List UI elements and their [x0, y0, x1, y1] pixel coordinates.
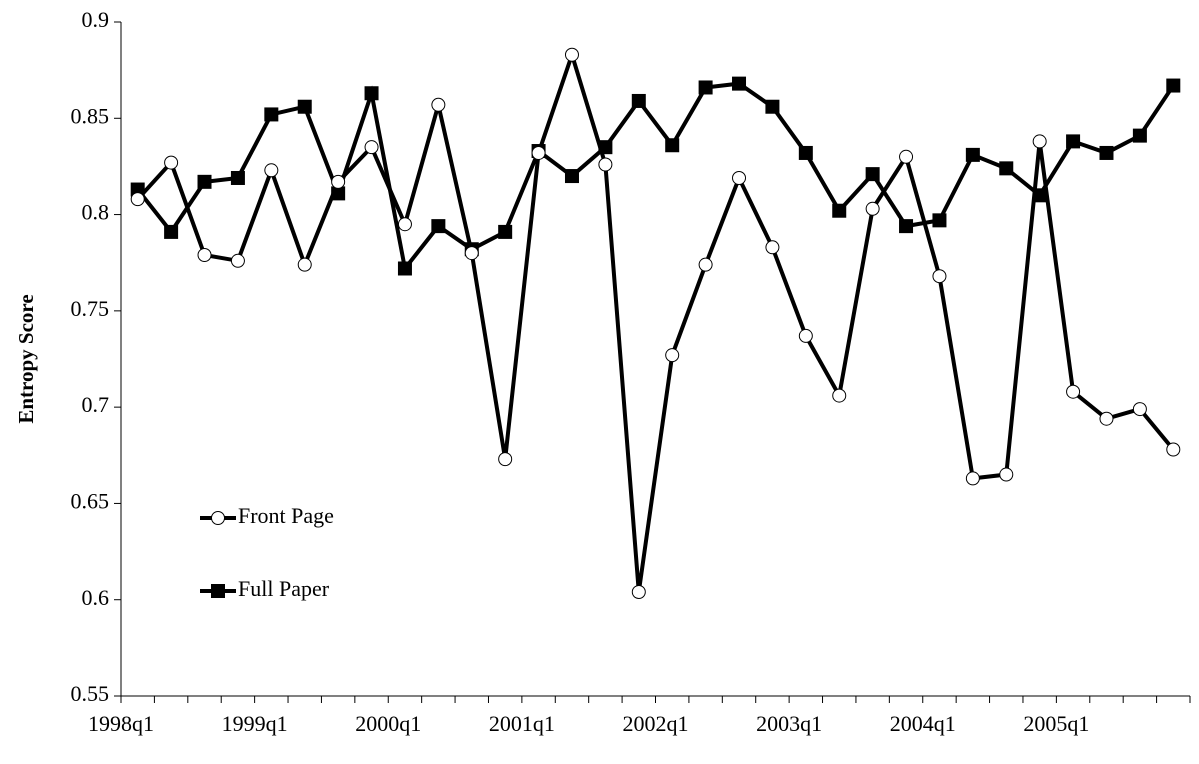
marker	[865, 167, 880, 182]
marker	[965, 147, 980, 162]
x-tick-label: 1999q1	[222, 711, 288, 736]
marker	[264, 163, 279, 178]
y-tick-label: 0.7	[82, 392, 110, 417]
marker	[732, 76, 747, 91]
y-tick-label: 0.8	[82, 200, 110, 225]
marker	[932, 213, 947, 228]
marker	[564, 47, 579, 62]
y-tick-label: 0.55	[71, 681, 110, 706]
marker	[899, 149, 914, 164]
legend-label: Full Paper	[238, 576, 330, 601]
series-line	[136, 81, 1175, 274]
marker	[965, 471, 980, 486]
marker	[631, 585, 646, 600]
x-tick-label: 2001q1	[489, 711, 555, 736]
marker	[1032, 134, 1047, 149]
marker	[297, 99, 312, 114]
marker	[498, 452, 513, 467]
marker	[197, 174, 212, 189]
marker	[732, 170, 747, 185]
y-tick-label: 0.65	[71, 488, 110, 513]
marker	[331, 174, 346, 189]
marker	[431, 219, 446, 234]
marker	[765, 240, 780, 255]
marker	[698, 257, 713, 272]
y-tick-label: 0.6	[82, 585, 110, 610]
marker	[564, 169, 579, 184]
marker	[899, 219, 914, 234]
x-tick-label: 2004q1	[890, 711, 956, 736]
marker	[698, 80, 713, 95]
marker	[397, 217, 412, 232]
marker	[832, 203, 847, 218]
marker	[1166, 442, 1181, 457]
marker	[665, 348, 680, 363]
marker	[631, 93, 646, 108]
marker	[1099, 145, 1114, 160]
marker	[531, 145, 546, 160]
marker	[230, 253, 245, 268]
marker	[865, 201, 880, 216]
x-tick-label: 2002q1	[623, 711, 689, 736]
marker	[164, 155, 179, 170]
y-axis-label: Entropy Score	[14, 294, 38, 423]
marker	[230, 170, 245, 185]
y-tick-label: 0.75	[71, 296, 110, 321]
marker	[765, 99, 780, 114]
marker	[211, 584, 225, 598]
marker	[498, 224, 513, 239]
marker	[798, 145, 813, 160]
marker	[1166, 78, 1181, 93]
x-tick-label: 2003q1	[756, 711, 822, 736]
marker	[164, 224, 179, 239]
y-tick-label: 0.85	[71, 103, 110, 128]
x-tick-label: 2000q1	[355, 711, 421, 736]
marker	[1099, 411, 1114, 426]
marker	[211, 511, 225, 525]
marker	[598, 157, 613, 172]
marker	[932, 269, 947, 284]
marker	[130, 192, 145, 207]
marker	[665, 138, 680, 153]
x-tick-label: 1998q1	[88, 711, 154, 736]
marker	[197, 248, 212, 263]
marker	[999, 161, 1014, 176]
marker	[1066, 384, 1081, 399]
y-tick-label: 0.9	[82, 7, 110, 32]
marker	[397, 261, 412, 276]
marker	[1132, 402, 1147, 417]
marker	[297, 257, 312, 272]
marker	[464, 246, 479, 261]
marker	[999, 467, 1014, 482]
marker	[364, 86, 379, 101]
marker	[832, 388, 847, 403]
x-tick-label: 2005q1	[1023, 711, 1089, 736]
marker	[431, 97, 446, 112]
marker	[264, 107, 279, 122]
marker	[1132, 128, 1147, 143]
legend-label: Front Page	[238, 503, 334, 528]
marker	[798, 328, 813, 343]
marker	[364, 140, 379, 155]
marker	[1066, 134, 1081, 149]
